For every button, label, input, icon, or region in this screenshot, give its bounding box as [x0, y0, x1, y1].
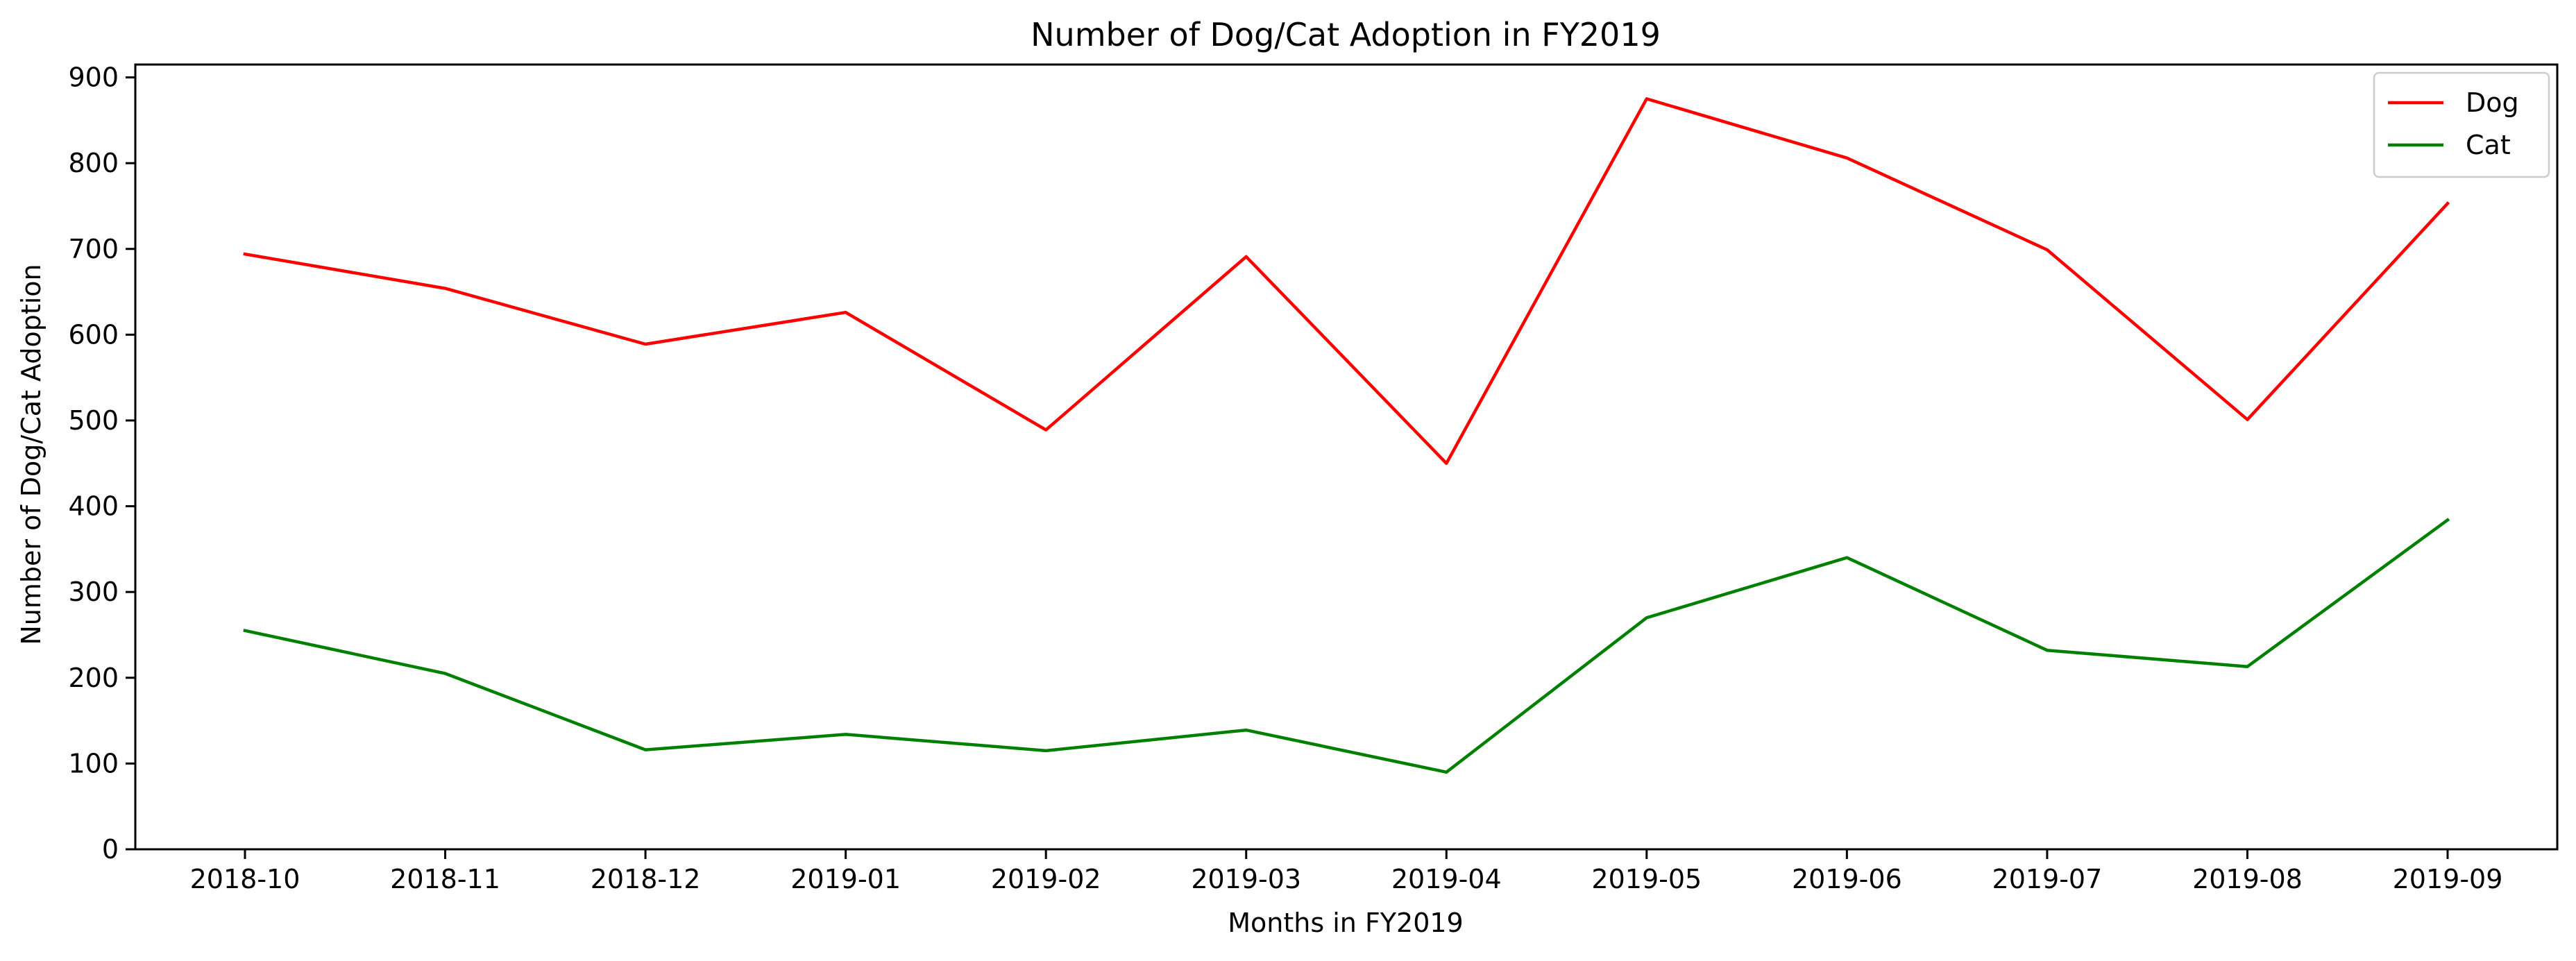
y-tick-label: 400 — [68, 491, 119, 522]
x-tick-label: 2018-11 — [390, 864, 500, 894]
x-tick-label: 2019-03 — [1191, 864, 1301, 894]
y-tick-label: 100 — [68, 748, 119, 779]
y-tick-label: 0 — [102, 834, 119, 865]
y-tick-label: 200 — [68, 663, 119, 693]
x-tick-label: 2019-09 — [2393, 864, 2503, 894]
series-line-cat — [243, 518, 2450, 774]
x-tick-label: 2019-06 — [1792, 864, 1902, 894]
y-tick-label: 300 — [68, 577, 119, 607]
x-tick-label: 2019-07 — [1992, 864, 2103, 894]
x-axis-title: Months in FY2019 — [1228, 908, 1463, 938]
y-tick-label: 700 — [68, 234, 119, 264]
legend-label-cat: Cat — [2466, 130, 2511, 160]
series-line-dog — [243, 97, 2450, 466]
legend-label-dog: Dog — [2466, 87, 2519, 118]
x-tick-label: 2019-01 — [790, 864, 901, 894]
x-tick-label: 2019-08 — [2192, 864, 2303, 894]
y-axis-title: Number of Dog/Cat Adoption — [16, 264, 46, 645]
x-tick-label: 2019-02 — [991, 864, 1101, 894]
plot-frame — [134, 63, 2559, 851]
y-axis: 0 100 200 300 400 500 600 700 800 900 — [68, 62, 135, 865]
x-axis: 2018-10 2018-11 2018-12 2019-01 2019-02 2019-… — [190, 849, 2503, 894]
legend-box — [2373, 71, 2550, 178]
x-tick-label: 2019-05 — [1591, 864, 1702, 894]
x-tick-label: 2018-12 — [591, 864, 701, 894]
chart-title: Number of Dog/Cat Adoption in FY2019 — [1031, 16, 1661, 53]
y-tick-label: 600 — [68, 319, 119, 350]
x-tick-label: 2019-04 — [1391, 864, 1502, 894]
series-layer — [243, 97, 2450, 774]
x-tick-label: 2018-10 — [190, 864, 300, 894]
y-tick-label: 500 — [68, 405, 119, 436]
y-tick-label: 900 — [68, 62, 119, 93]
y-tick-label: 800 — [68, 148, 119, 178]
legend: Dog Cat — [2373, 71, 2550, 178]
